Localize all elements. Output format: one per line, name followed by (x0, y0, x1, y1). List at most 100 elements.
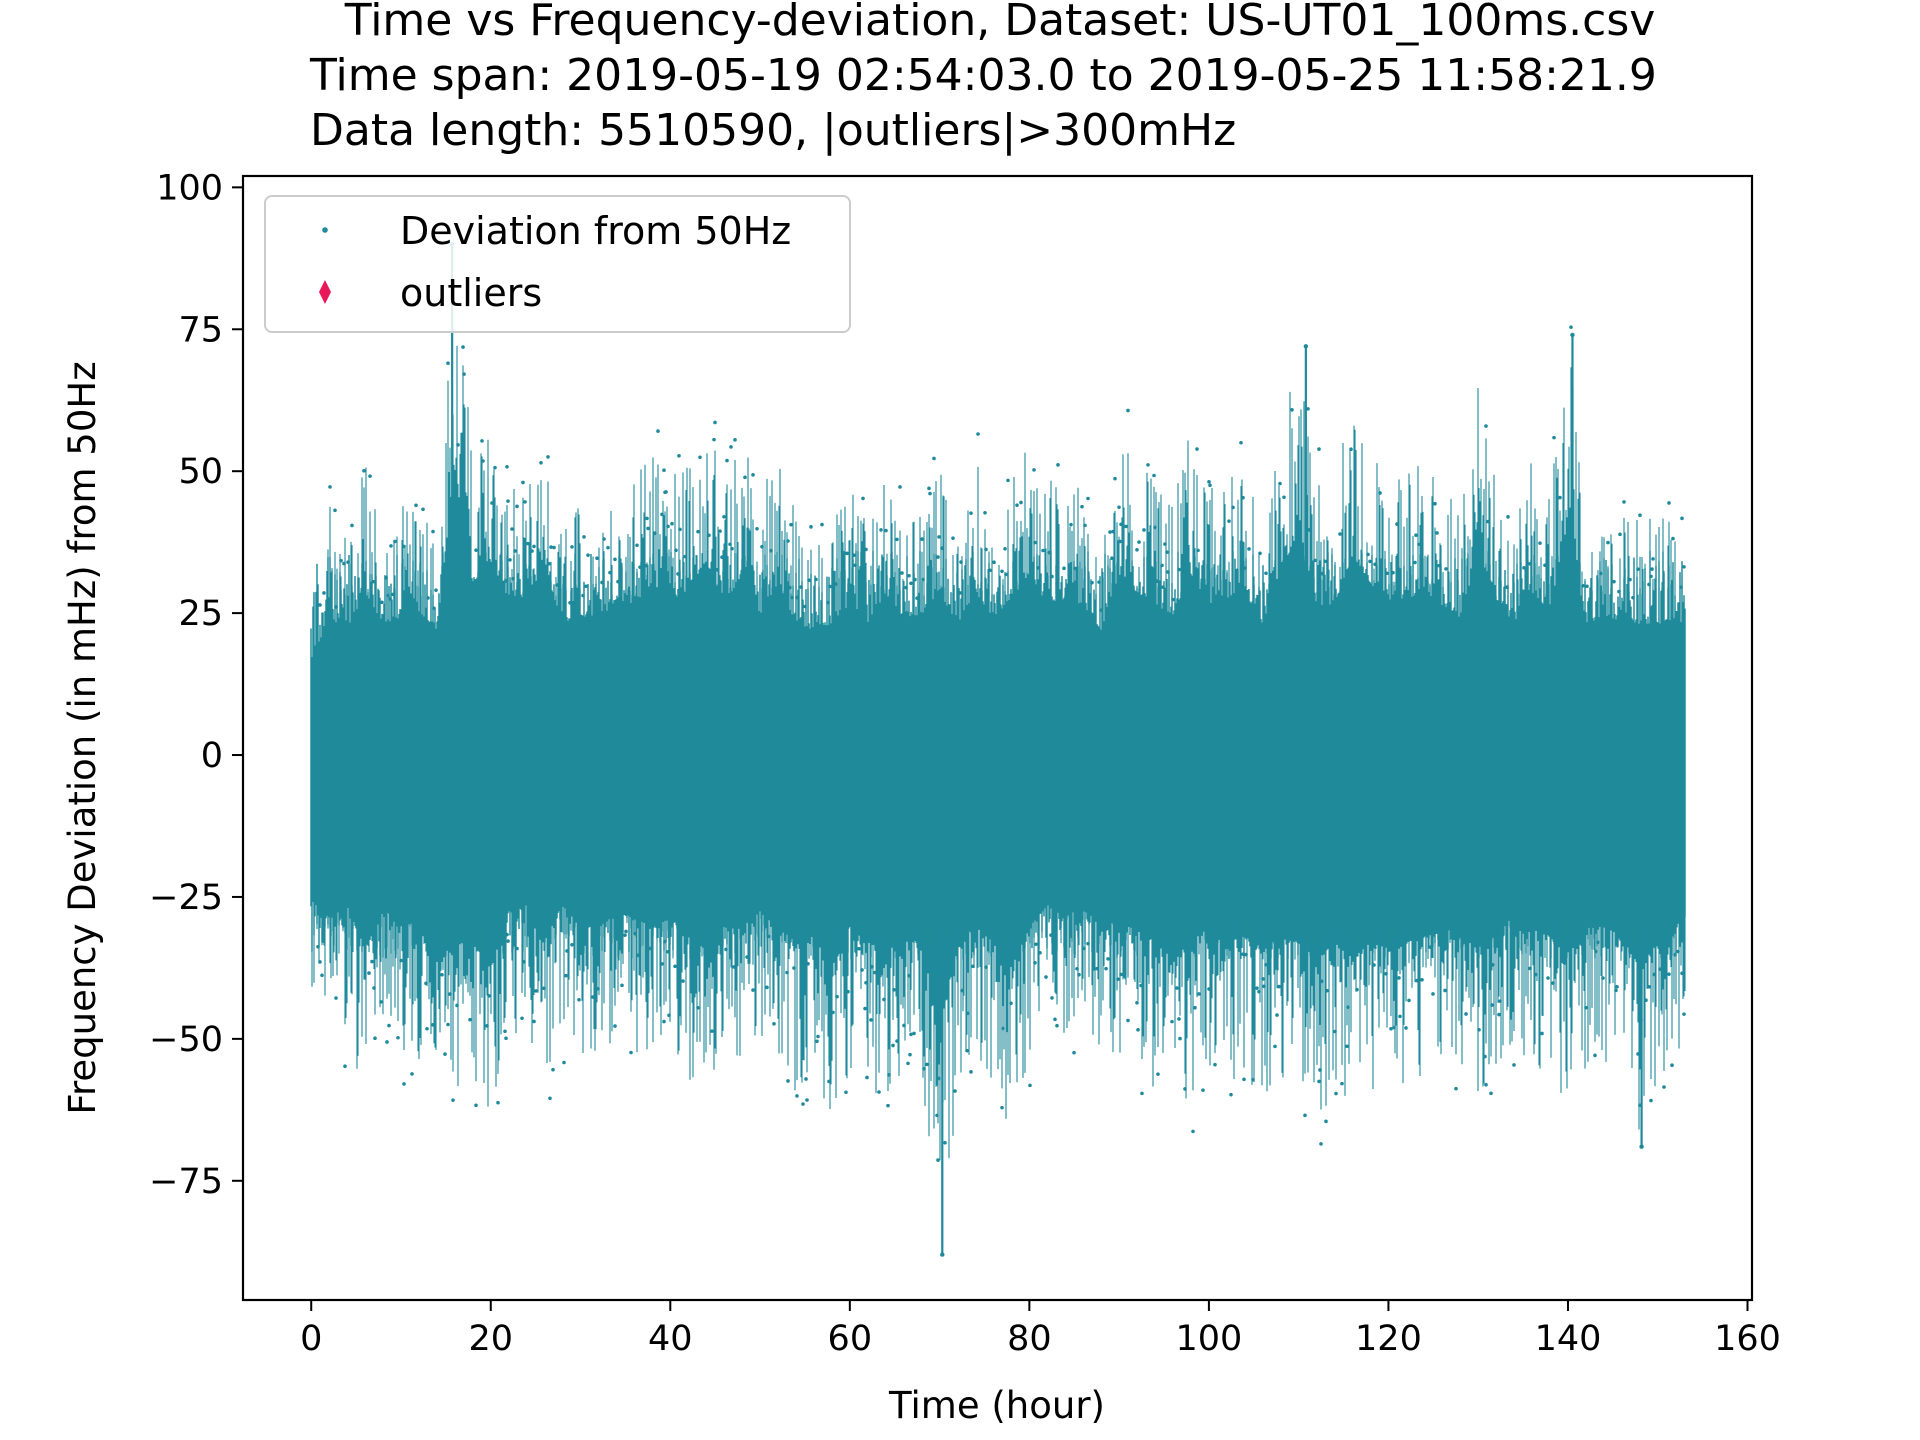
data-point (1229, 1092, 1233, 1097)
data-point (474, 548, 478, 552)
data-point (743, 475, 747, 480)
data-point (1349, 447, 1353, 452)
x-tick-label: 120 (1355, 1319, 1422, 1359)
data-point (1170, 1019, 1174, 1024)
data-point (320, 973, 324, 978)
data-point (907, 573, 911, 578)
data-point (1038, 950, 1042, 955)
data-point (1340, 1081, 1344, 1086)
data-point (1484, 424, 1488, 428)
data-point (1156, 1072, 1160, 1076)
data-point (1227, 519, 1231, 523)
data-point (493, 465, 497, 470)
data-point (520, 1016, 524, 1021)
data-point (1397, 976, 1401, 980)
data-point (1391, 570, 1395, 575)
data-point (389, 544, 393, 548)
data-point (1119, 972, 1123, 977)
data-point (1680, 516, 1684, 521)
data-point (786, 1079, 790, 1083)
legend-box (264, 195, 851, 333)
data-point (1489, 1091, 1493, 1096)
data-point (1546, 976, 1550, 980)
data-point (1050, 574, 1054, 579)
x-tick-label: 20 (468, 1319, 513, 1359)
legend-marker-outliers (319, 280, 331, 304)
data-point (393, 539, 397, 544)
data-point (925, 1062, 929, 1067)
data-point (722, 514, 726, 519)
data-point (343, 1064, 347, 1069)
data-point (772, 1022, 776, 1026)
data-point (815, 1039, 819, 1044)
x-tick-label: 80 (1007, 1319, 1052, 1359)
data-point (965, 1048, 969, 1053)
data-point (725, 458, 729, 463)
data-point (602, 537, 606, 541)
data-point (1006, 478, 1010, 483)
data-point (1306, 407, 1310, 411)
data-point (835, 994, 839, 999)
data-point (969, 1070, 973, 1074)
data-point (456, 443, 460, 447)
data-point (1239, 440, 1243, 445)
data-point (1197, 992, 1201, 996)
data-point (730, 546, 734, 551)
data-point (1050, 996, 1054, 1000)
data-point (1345, 1044, 1349, 1049)
data-point (1264, 571, 1268, 576)
data-point (969, 511, 973, 515)
data-point (1413, 560, 1417, 565)
plot-area-frame (241, 174, 1754, 1302)
data-point (595, 556, 599, 561)
data-point (1325, 988, 1329, 993)
data-point (712, 437, 716, 442)
x-axis-ticks: 0 20 40 60 80 100 120 140 160 (300, 1300, 1781, 1359)
data-point (1083, 523, 1087, 528)
data-point (1372, 963, 1376, 967)
data-point (1053, 1017, 1057, 1022)
data-point (751, 988, 755, 992)
legend-label-deviation: Deviation from 50Hz (400, 209, 791, 253)
data-point (786, 539, 790, 543)
data-point (1208, 483, 1212, 488)
data-point (886, 1103, 890, 1108)
data-point (1650, 567, 1654, 571)
data-point (532, 544, 536, 549)
data-point (927, 486, 931, 491)
data-point (1273, 1044, 1277, 1049)
data-point (936, 1158, 940, 1162)
data-point (869, 1018, 873, 1022)
data-point (546, 455, 550, 459)
data-point (696, 1006, 700, 1010)
data-point (421, 507, 425, 512)
data-point (399, 958, 403, 963)
data-point (451, 1098, 455, 1102)
data-point (443, 1052, 447, 1056)
data-point (1584, 1005, 1588, 1010)
data-point (1275, 1013, 1279, 1017)
data-point (1177, 1017, 1181, 1021)
data-point (860, 968, 864, 972)
data-point (1160, 563, 1164, 568)
data-point (1124, 524, 1128, 529)
data-point (765, 985, 769, 990)
data-point (884, 528, 888, 533)
data-point (795, 1094, 799, 1098)
data-point (613, 557, 617, 562)
data-point (913, 577, 917, 582)
data-point (1614, 988, 1618, 993)
data-point (513, 549, 517, 553)
data-point (410, 1072, 414, 1076)
data-point (805, 1098, 809, 1102)
data-point (1606, 540, 1610, 545)
data-point (521, 480, 525, 485)
data-point (1497, 1012, 1501, 1017)
data-point (1258, 551, 1262, 556)
data-point (1366, 552, 1370, 557)
x-tick-label: 100 (1175, 1319, 1242, 1359)
data-point (1389, 1026, 1393, 1031)
data-point (1282, 495, 1286, 500)
data-point (852, 553, 856, 557)
x-tick-label: 0 (300, 1319, 322, 1359)
